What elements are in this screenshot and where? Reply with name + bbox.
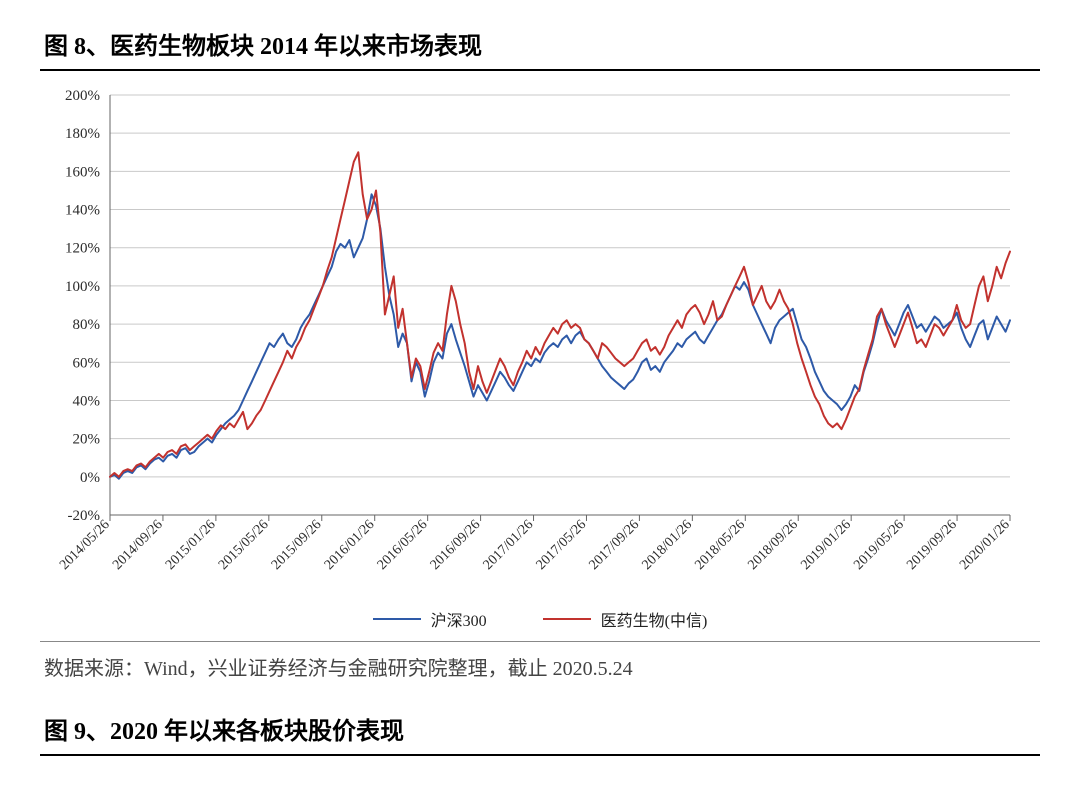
y-tick-label: 160% (65, 164, 100, 180)
figure-8-title: 图 8、医药生物板块 2014 年以来市场表现 (40, 20, 1040, 71)
y-tick-label: 200% (65, 88, 100, 104)
y-tick-label: 180% (65, 126, 100, 142)
y-tick-label: -20% (68, 508, 101, 524)
legend-swatch (373, 618, 421, 621)
legend-label: 医药生物(中信) (601, 607, 708, 631)
legend-label: 沪深300 (431, 607, 487, 631)
legend-item: 沪深300 (373, 607, 487, 631)
chart-svg: -20% 0% 20% 40% 60% 80% 100% 120% 140% 160% 180% 20… (40, 75, 1040, 635)
market-performance-chart: -20% 0% 20% 40% 60% 80% 100% 120% 140% 160% 180% 20… (40, 75, 1040, 635)
y-tick-label: 120% (65, 241, 100, 257)
y-tick-label: 0% (80, 470, 100, 486)
y-tick-label: 80% (73, 317, 101, 333)
legend-item: 医药生物(中信) (543, 607, 708, 631)
figure-9-title: 图 9、2020 年以来各板块股价表现 (40, 681, 1040, 756)
legend-swatch (543, 618, 591, 621)
y-tick-label: 20% (73, 432, 101, 448)
y-tick-label: 60% (73, 355, 101, 371)
y-tick-label: 100% (65, 279, 100, 295)
y-tick-label: 40% (73, 393, 101, 409)
chart-legend: 沪深300 医药生物(中信) (40, 607, 1040, 631)
y-tick-label: 140% (65, 203, 100, 219)
source-note: 数据来源：Wind，兴业证券经济与金融研究院整理，截止 2020.5.24 (40, 642, 1040, 681)
